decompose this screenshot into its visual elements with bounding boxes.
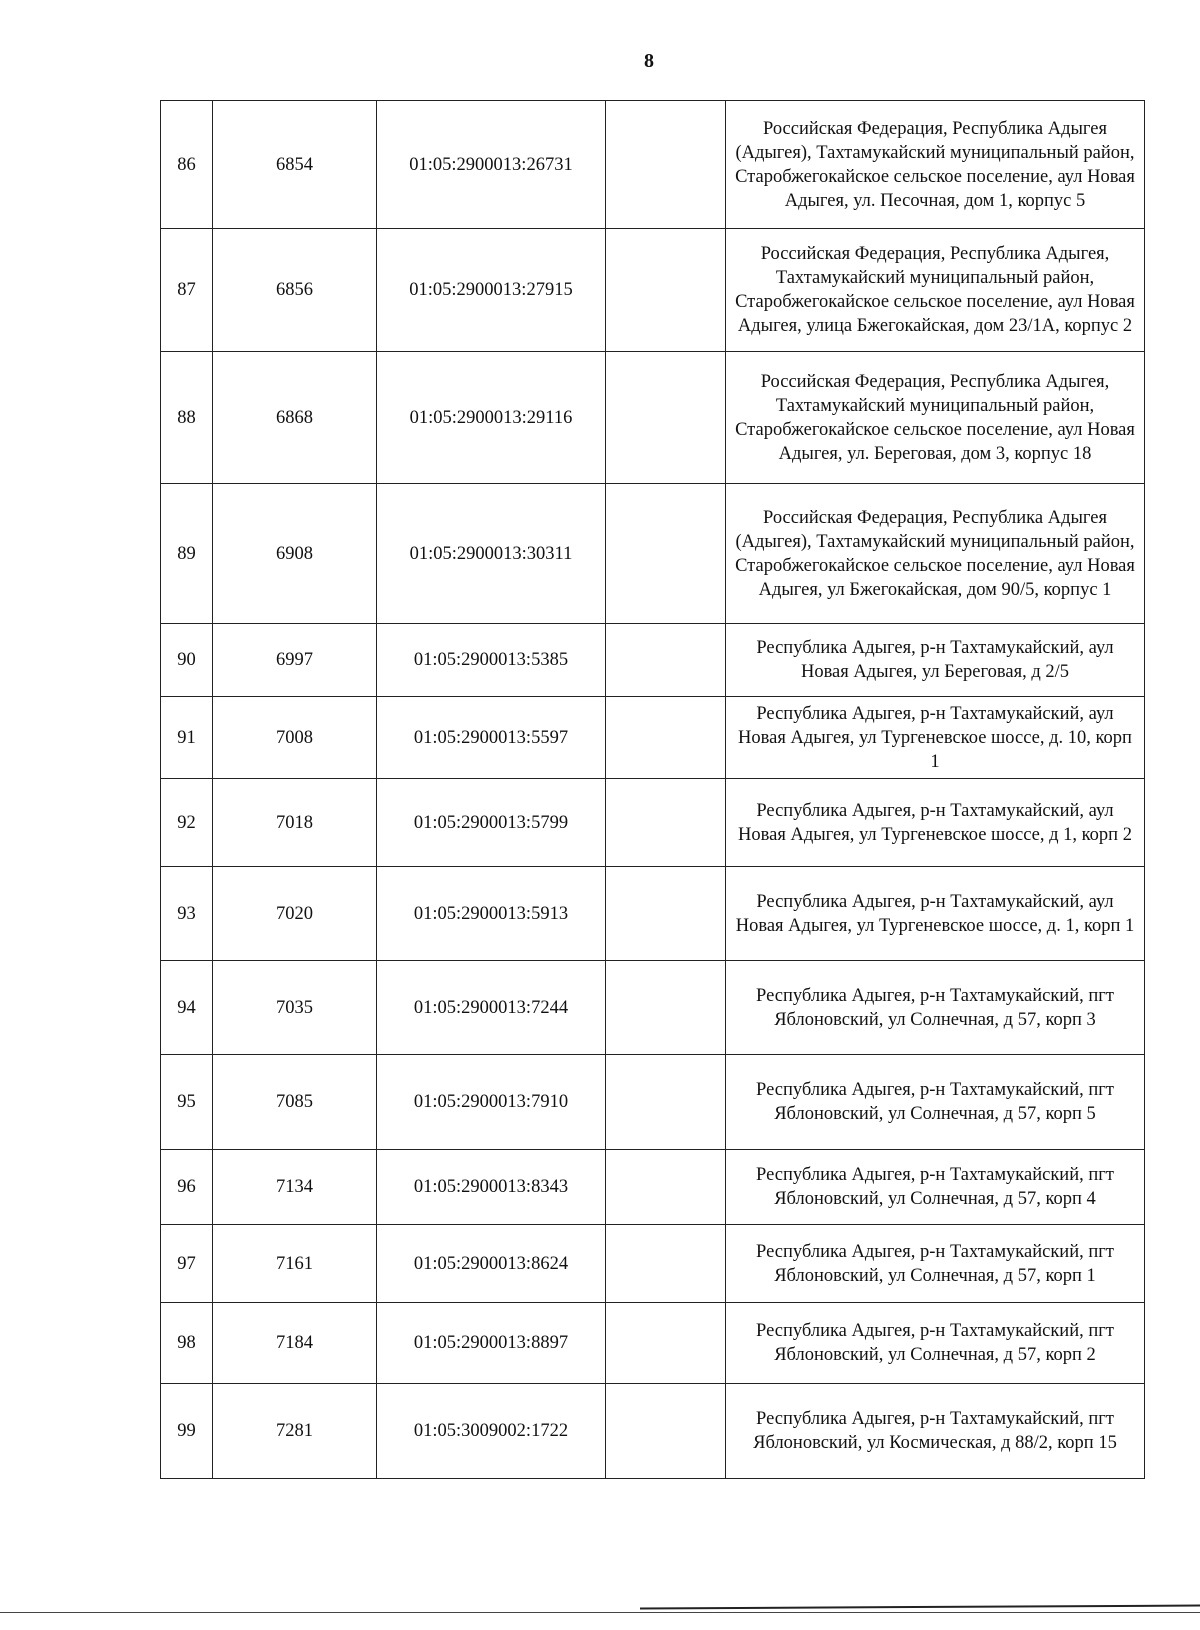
cadastral-number: 01:05:2900013:27915: [376, 228, 606, 352]
cadastral-number: 01:05:2900013:7910: [376, 1054, 606, 1150]
scan-edge-line: [0, 1612, 1200, 1613]
empty-cell: [605, 696, 726, 779]
table-row: 92 7018 01:05:2900013:5799 Республика Адыге…: [160, 778, 1145, 867]
cadastral-number: 01:05:2900013:26731: [376, 100, 606, 229]
object-id: 7281: [212, 1383, 377, 1479]
table-row: 87 6856 01:05:2900013:27915 Российская Феде…: [160, 228, 1145, 352]
object-id: 7008: [212, 696, 377, 779]
scan-edge-line: [639, 1604, 1200, 1610]
cadastral-number: 01:05:2900013:30311: [376, 483, 606, 624]
row-number: 97: [160, 1224, 213, 1303]
cadastral-number: 01:05:2900013:8343: [376, 1149, 606, 1225]
cadastral-number: 01:05:2900013:8897: [376, 1302, 606, 1384]
table-row: 88 6868 01:05:2900013:29116 Российская Феде…: [160, 351, 1145, 484]
row-number: 98: [160, 1302, 213, 1384]
address: Российская Федерация, Республика Адыгея …: [725, 483, 1145, 624]
address: Российская Федерация, Республика Адыгея,…: [725, 228, 1145, 352]
row-number: 89: [160, 483, 213, 624]
row-number: 90: [160, 623, 213, 697]
cadastral-number: 01:05:2900013:5597: [376, 696, 606, 779]
object-id: 6854: [212, 100, 377, 229]
object-id: 6908: [212, 483, 377, 624]
address: Российская Федерация, Республика Адыгея …: [725, 100, 1145, 229]
cadastral-number: 01:05:2900013:8624: [376, 1224, 606, 1303]
empty-cell: [605, 960, 726, 1055]
address: Республика Адыгея, р-н Тахтамукайский, а…: [725, 696, 1145, 779]
row-number: 96: [160, 1149, 213, 1225]
address: Республика Адыгея, р-н Тахтамукайский, п…: [725, 960, 1145, 1055]
row-number: 99: [160, 1383, 213, 1479]
empty-cell: [605, 100, 726, 229]
empty-cell: [605, 1302, 726, 1384]
table-row: 96 7134 01:05:2900013:8343 Республика Адыге…: [160, 1149, 1145, 1225]
empty-cell: [605, 866, 726, 961]
address: Республика Адыгея, р-н Тахтамукайский, п…: [725, 1224, 1145, 1303]
empty-cell: [605, 483, 726, 624]
row-number: 94: [160, 960, 213, 1055]
row-number: 86: [160, 100, 213, 229]
table-row: 89 6908 01:05:2900013:30311 Российская Феде…: [160, 483, 1145, 624]
table-row: 97 7161 01:05:2900013:8624 Республика Адыге…: [160, 1224, 1145, 1303]
empty-cell: [605, 1224, 726, 1303]
row-number: 88: [160, 351, 213, 484]
property-table: 86 6854 01:05:2900013:26731 Российская Феде…: [160, 100, 1145, 1479]
address: Республика Адыгея, р-н Тахтамукайский, а…: [725, 778, 1145, 867]
table-row: 86 6854 01:05:2900013:26731 Российская Феде…: [160, 100, 1145, 229]
address: Республика Адыгея, р-н Тахтамукайский, а…: [725, 866, 1145, 961]
object-id: 7134: [212, 1149, 377, 1225]
object-id: 7161: [212, 1224, 377, 1303]
page-number: 8: [644, 50, 654, 72]
row-number: 87: [160, 228, 213, 352]
object-id: 6856: [212, 228, 377, 352]
row-number: 95: [160, 1054, 213, 1150]
table-row: 95 7085 01:05:2900013:7910 Республика Адыге…: [160, 1054, 1145, 1150]
table-row: 94 7035 01:05:2900013:7244 Республика Адыге…: [160, 960, 1145, 1055]
empty-cell: [605, 778, 726, 867]
row-number: 91: [160, 696, 213, 779]
object-id: 7035: [212, 960, 377, 1055]
row-number: 92: [160, 778, 213, 867]
empty-cell: [605, 351, 726, 484]
cadastral-number: 01:05:2900013:5913: [376, 866, 606, 961]
address: Республика Адыгея, р-н Тахтамукайский, п…: [725, 1054, 1145, 1150]
table-row: 99 7281 01:05:3009002:1722 Республика Адыге…: [160, 1383, 1145, 1479]
address: Республика Адыгея, р-н Тахтамукайский, п…: [725, 1302, 1145, 1384]
empty-cell: [605, 623, 726, 697]
address: Республика Адыгея, р-н Тахтамукайский, а…: [725, 623, 1145, 697]
table-row: 93 7020 01:05:2900013:5913 Республика Адыге…: [160, 866, 1145, 961]
empty-cell: [605, 1383, 726, 1479]
cadastral-number: 01:05:2900013:5385: [376, 623, 606, 697]
object-id: 7085: [212, 1054, 377, 1150]
table-row: 90 6997 01:05:2900013:5385 Республика Адыге…: [160, 623, 1145, 697]
table-row: 98 7184 01:05:2900013:8897 Республика Адыге…: [160, 1302, 1145, 1384]
object-id: 6997: [212, 623, 377, 697]
empty-cell: [605, 1054, 726, 1150]
object-id: 6868: [212, 351, 377, 484]
address: Российская Федерация, Республика Адыгея,…: [725, 351, 1145, 484]
object-id: 7184: [212, 1302, 377, 1384]
cadastral-number: 01:05:2900013:7244: [376, 960, 606, 1055]
address: Республика Адыгея, р-н Тахтамукайский, п…: [725, 1149, 1145, 1225]
object-id: 7020: [212, 866, 377, 961]
cadastral-number: 01:05:2900013:5799: [376, 778, 606, 867]
empty-cell: [605, 1149, 726, 1225]
empty-cell: [605, 228, 726, 352]
address: Республика Адыгея, р-н Тахтамукайский, п…: [725, 1383, 1145, 1479]
cadastral-number: 01:05:3009002:1722: [376, 1383, 606, 1479]
row-number: 93: [160, 866, 213, 961]
object-id: 7018: [212, 778, 377, 867]
table-row: 91 7008 01:05:2900013:5597 Республика Адыге…: [160, 696, 1145, 779]
cadastral-number: 01:05:2900013:29116: [376, 351, 606, 484]
